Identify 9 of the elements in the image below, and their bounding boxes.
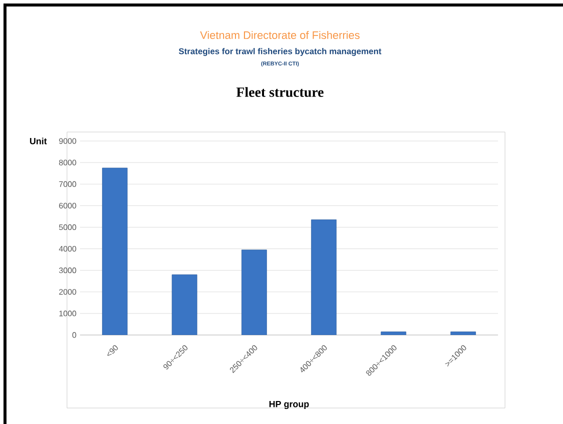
bar [311, 219, 337, 335]
y-axis-title: Unit [30, 138, 47, 144]
bar [241, 250, 267, 335]
bar [102, 168, 128, 335]
text: Vietnam Directorate of Fisherries [200, 30, 360, 40]
x-axis-title: HP group [269, 400, 309, 410]
chart-subtitle: Strategies for trawl fisheries bycatch management [178, 48, 382, 56]
bar [172, 274, 198, 335]
chart-title: Fleet structure [236, 87, 324, 97]
